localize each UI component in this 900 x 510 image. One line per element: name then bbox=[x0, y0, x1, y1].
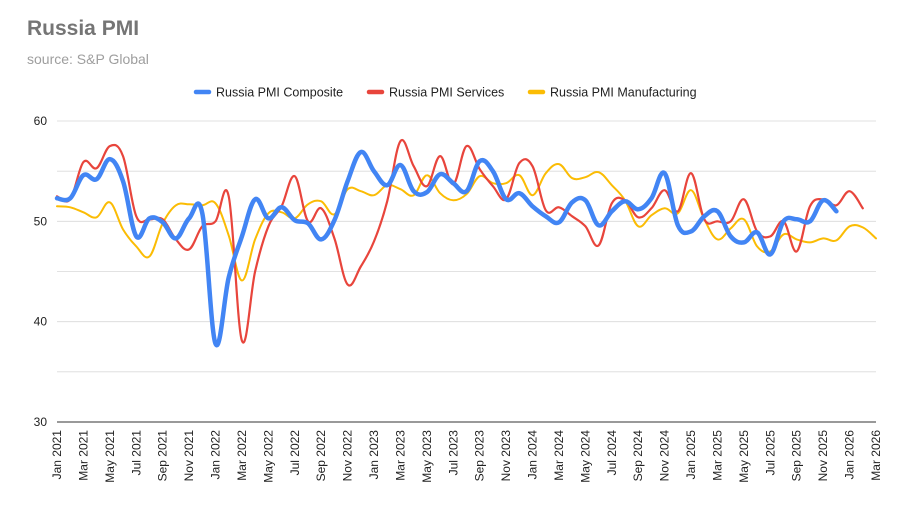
x-tick-label: May 2022 bbox=[261, 430, 275, 483]
x-tick-label: Nov 2024 bbox=[658, 430, 672, 482]
x-axis: Jan 2021 Mar 2021 May 2021 Jul 2021 Sep 2021… bbox=[50, 430, 883, 483]
y-tick-label: 30 bbox=[34, 415, 48, 429]
x-tick-label: May 2023 bbox=[420, 430, 434, 483]
x-tick-label: May 2024 bbox=[578, 430, 592, 483]
x-tick-label: Mar 2021 bbox=[76, 430, 90, 481]
x-tick-label: Mar 2026 bbox=[869, 430, 883, 481]
y-tick-label: 40 bbox=[34, 315, 48, 329]
x-tick-label: Mar 2023 bbox=[393, 430, 407, 481]
y-tick-label: 60 bbox=[34, 114, 48, 128]
y-tick-label: 50 bbox=[34, 214, 48, 228]
x-tick-label: Mar 2024 bbox=[552, 430, 566, 481]
legend-label: Russia PMI Services bbox=[389, 86, 504, 100]
x-tick-label: Jan 2021 bbox=[50, 430, 64, 480]
x-tick-label: May 2025 bbox=[737, 430, 751, 483]
x-tick-label: Jan 2023 bbox=[367, 430, 381, 480]
series-line-russia-pmi-composite bbox=[54, 149, 839, 348]
x-tick-label: Jul 2021 bbox=[129, 430, 143, 476]
legend-label: Russia PMI Composite bbox=[216, 86, 343, 100]
x-tick-label: Jul 2022 bbox=[288, 430, 302, 476]
x-tick-label: Sep 2021 bbox=[156, 430, 170, 482]
series-lines bbox=[54, 138, 877, 348]
legend-label: Russia PMI Manufacturing bbox=[550, 86, 697, 100]
x-tick-label: May 2021 bbox=[103, 430, 117, 483]
x-tick-label: Sep 2025 bbox=[790, 430, 804, 482]
x-tick-label: Jan 2024 bbox=[526, 430, 540, 480]
x-tick-label: Jan 2026 bbox=[843, 430, 857, 480]
series-line-russia-pmi-manufacturing bbox=[56, 163, 877, 282]
x-tick-label: Jan 2025 bbox=[684, 430, 698, 480]
y-axis: 30 40 50 60 bbox=[34, 114, 48, 429]
x-tick-label: Nov 2021 bbox=[182, 430, 196, 482]
grid-lines bbox=[57, 120, 876, 423]
x-tick-label: Jul 2023 bbox=[446, 430, 460, 476]
x-tick-label: Sep 2023 bbox=[473, 430, 487, 482]
x-tick-label: Nov 2025 bbox=[816, 430, 830, 482]
chart-subtitle: source: S&P Global bbox=[27, 51, 149, 67]
x-tick-label: Jan 2022 bbox=[209, 430, 223, 480]
x-tick-label: Mar 2022 bbox=[235, 430, 249, 481]
x-tick-label: Sep 2022 bbox=[314, 430, 328, 482]
x-tick-label: Sep 2024 bbox=[631, 430, 645, 482]
legend: Russia PMI Composite Russia PMI Services R… bbox=[193, 86, 697, 100]
x-tick-label: Mar 2025 bbox=[710, 430, 724, 481]
x-tick-label: Nov 2023 bbox=[499, 430, 513, 482]
x-tick-label: Nov 2022 bbox=[341, 430, 355, 482]
x-tick-label: Jul 2024 bbox=[605, 430, 619, 476]
x-tick-label: Jul 2025 bbox=[763, 430, 777, 476]
chart-title: Russia PMI bbox=[27, 17, 140, 40]
